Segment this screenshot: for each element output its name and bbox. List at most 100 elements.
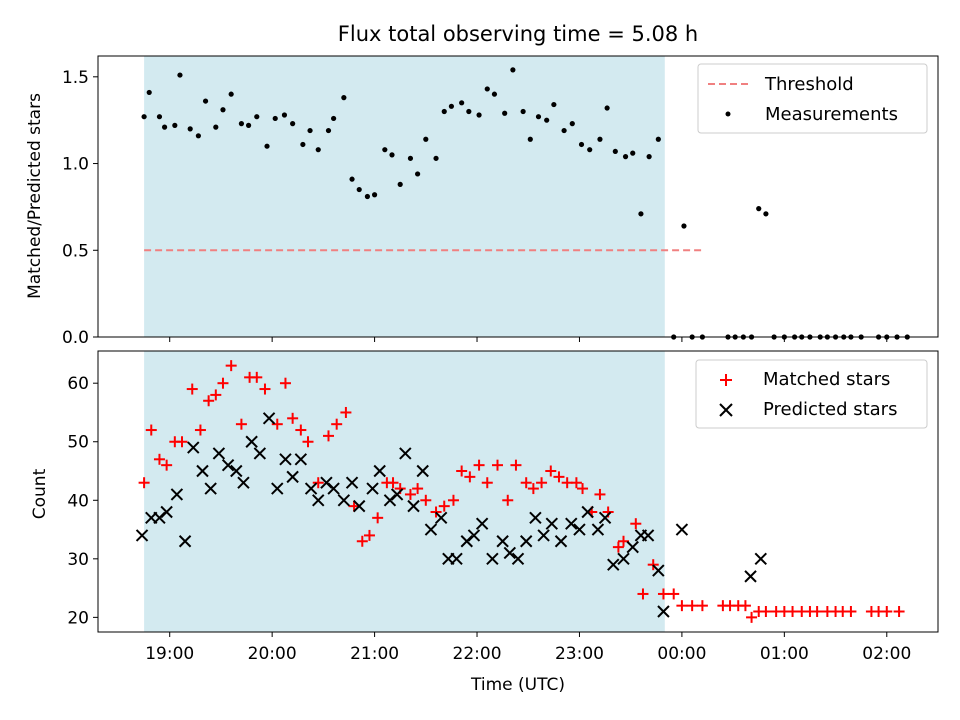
matched-star-point [387, 477, 399, 489]
matched-star-point [251, 371, 263, 383]
matched-star-point [760, 606, 772, 618]
predicted-star-point [253, 447, 267, 460]
measurement-point [156, 114, 163, 120]
matched-star-point [194, 424, 206, 436]
predicted-star-point [744, 570, 757, 583]
measurement-point [141, 114, 147, 120]
matched-star-point [217, 377, 229, 389]
measurement-point [544, 117, 550, 123]
measurement-point [502, 110, 508, 116]
measurement-point [587, 147, 593, 153]
matched-star-point [696, 600, 708, 612]
matched-star-point [145, 424, 157, 436]
bottom-x-tick-label: 21:00 [350, 644, 399, 664]
predicted-star-point [475, 517, 489, 530]
bottom-y-tick-label: 50 [67, 433, 89, 453]
top-axes-frame [97, 55, 939, 338]
predicted-star-point [196, 464, 209, 478]
predicted-star-point [407, 499, 420, 513]
predicted-star-point [170, 488, 184, 501]
measurement-point [569, 121, 575, 127]
bottom-x-tick-label: 02:00 [862, 644, 911, 664]
predicted-star-point [304, 482, 318, 495]
measurement-point [349, 176, 355, 182]
measurement-point [272, 115, 278, 122]
predicted-star-point [519, 535, 533, 548]
predicted-star-point [187, 441, 200, 454]
matched-star-point [420, 494, 432, 506]
matched-star-point [811, 606, 823, 618]
predicted-star-point [294, 453, 308, 466]
top-y-tick-label: 0.0 [62, 328, 89, 348]
measurement-point [220, 107, 226, 113]
measurement-point [681, 223, 687, 229]
matched-star-point [340, 406, 352, 418]
matched-star-point [527, 483, 539, 495]
top-legend: Threshold Measurements [697, 63, 928, 134]
predicted-star-point [496, 535, 509, 548]
predicted-star-point [573, 523, 586, 536]
measurement-point [578, 141, 585, 148]
matched-star-point [561, 477, 573, 489]
matched-star-point [312, 477, 324, 489]
matched-star-point [203, 395, 215, 407]
matched-star-point [259, 383, 271, 395]
matched-star-point [594, 488, 606, 500]
predicted-star-point [641, 529, 655, 542]
top-y-tick-label: 1.5 [62, 68, 89, 88]
matched-star-point [618, 535, 630, 547]
top-chart-title: Flux total observing time = 5.08 h [338, 22, 698, 46]
top-legend-box [697, 63, 928, 134]
measurement-point [646, 154, 652, 160]
measurement-point [315, 147, 321, 153]
measurement-point [491, 91, 498, 97]
measurement-point [300, 141, 306, 148]
measurement-point [254, 114, 260, 120]
matched-star-point [553, 471, 565, 483]
matched-star-point [893, 606, 905, 618]
measurement-point [763, 211, 769, 217]
matched-star-point [630, 518, 642, 530]
top-observing-window [144, 56, 665, 337]
legend-threshold-label: Threshold [764, 74, 854, 95]
measurement-point [622, 154, 629, 160]
bottom-y-tick-label: 30 [67, 550, 89, 570]
predicted-star-point [581, 505, 594, 519]
matched-star-point [138, 477, 150, 489]
bottom-x-tick-label: 23:00 [555, 644, 604, 664]
matched-star-point [322, 430, 334, 442]
legend-predicted-label: Predicted stars [763, 399, 897, 420]
predicted-star-point [529, 511, 542, 525]
x-axis-label: Time (UTC) [470, 675, 565, 695]
predicted-star-point [279, 453, 292, 466]
measurement-point [630, 150, 636, 156]
predicted-star-point [503, 546, 517, 560]
matched-star-point [363, 529, 375, 541]
measurement-point [371, 192, 378, 198]
top-y-tick-label: 1.0 [62, 155, 89, 175]
measurement-point [459, 100, 465, 106]
predicted-star-point [337, 494, 351, 507]
measurement-point [228, 91, 234, 97]
matched-star-point [438, 500, 450, 512]
predicted-star-point [434, 511, 448, 525]
predicted-star-point [286, 470, 299, 484]
measurement-point [397, 181, 403, 187]
predicted-star-point [353, 499, 366, 513]
predicted-star-point [424, 523, 438, 536]
measurement-point [290, 121, 296, 127]
matched-star-point [481, 477, 493, 489]
bottom-x-axis-ticks: 19:00 20:00 21:00 22:00 23:00 00:00 01:00 02:00 [145, 632, 911, 664]
matched-star-point [787, 606, 799, 618]
measurement-point [415, 171, 421, 177]
measurement-point [307, 127, 313, 134]
measurement-point [597, 136, 603, 142]
measurement-point [281, 112, 288, 118]
top-y-axis-label: Matched/Predicted stars [25, 93, 45, 299]
measurement-point [484, 86, 490, 92]
bottom-x-tick-label: 01:00 [760, 644, 809, 664]
predicted-star-point [754, 552, 767, 566]
predicted-star-point [537, 529, 550, 542]
measurement-point [655, 136, 661, 142]
measurement-point [245, 122, 252, 128]
